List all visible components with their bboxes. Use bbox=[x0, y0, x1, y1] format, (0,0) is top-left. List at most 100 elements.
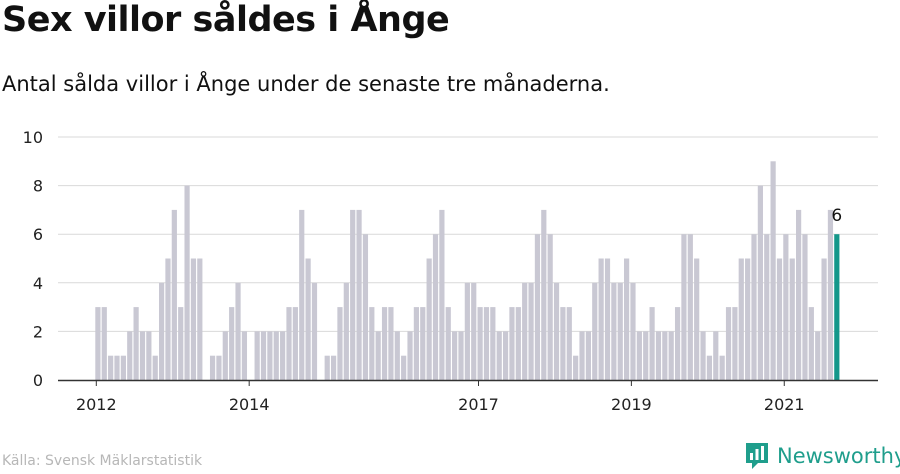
bar bbox=[534, 234, 541, 380]
bar bbox=[413, 307, 419, 380]
bar bbox=[375, 331, 381, 380]
bar bbox=[738, 258, 744, 380]
bar bbox=[273, 331, 279, 380]
x-tick-label: 2014 bbox=[229, 395, 270, 414]
bar bbox=[311, 282, 318, 380]
bar bbox=[241, 331, 248, 380]
bar bbox=[356, 209, 362, 380]
bar bbox=[713, 331, 719, 380]
bar bbox=[592, 282, 598, 380]
bar bbox=[165, 258, 171, 380]
bar bbox=[636, 331, 642, 380]
bar bbox=[101, 307, 107, 380]
x-tick-label: 2017 bbox=[458, 395, 499, 414]
bar bbox=[159, 282, 165, 380]
bar bbox=[381, 307, 388, 380]
bar bbox=[229, 307, 235, 380]
bar bbox=[547, 234, 553, 380]
bar bbox=[598, 258, 604, 380]
bar bbox=[681, 234, 687, 380]
bar bbox=[643, 331, 649, 380]
bar bbox=[528, 282, 534, 380]
y-tick-label: 8 bbox=[33, 177, 43, 196]
bar bbox=[764, 234, 770, 380]
bar bbox=[687, 234, 693, 380]
bar bbox=[611, 282, 617, 380]
bar bbox=[407, 331, 413, 380]
bar bbox=[120, 355, 126, 380]
bar bbox=[802, 234, 808, 380]
bar bbox=[579, 331, 585, 380]
bar bbox=[751, 234, 757, 380]
bar bbox=[573, 355, 579, 380]
bar bbox=[617, 282, 623, 380]
bar bbox=[420, 307, 426, 380]
bar bbox=[464, 282, 470, 380]
bar bbox=[827, 209, 834, 380]
bars bbox=[95, 161, 840, 380]
x-tick-label: 2019 bbox=[611, 395, 652, 414]
bar bbox=[139, 331, 146, 380]
bar bbox=[178, 307, 184, 380]
bar bbox=[662, 331, 668, 380]
bar bbox=[235, 282, 241, 380]
bar bbox=[388, 307, 394, 380]
bar bbox=[343, 282, 349, 380]
bar bbox=[394, 331, 400, 380]
bar bbox=[745, 258, 751, 380]
bar bbox=[184, 185, 190, 380]
bar bbox=[560, 307, 566, 380]
bar bbox=[585, 331, 591, 380]
bar bbox=[496, 331, 502, 380]
bar bbox=[362, 234, 369, 380]
y-tick-label: 10 bbox=[23, 128, 43, 147]
bar bbox=[216, 355, 222, 380]
bar bbox=[254, 331, 260, 380]
bar bbox=[477, 307, 483, 380]
bar bbox=[452, 331, 458, 380]
bar bbox=[770, 161, 776, 380]
x-axis-ticks: 2012 2014 2017 2019 2021 bbox=[76, 380, 805, 414]
bar bbox=[821, 258, 827, 380]
bar bbox=[624, 258, 630, 380]
highlight-value-label: 6 bbox=[831, 206, 842, 226]
bar bbox=[299, 209, 305, 380]
bar bbox=[796, 209, 802, 380]
bar bbox=[209, 355, 216, 380]
bar bbox=[725, 307, 732, 380]
bar bbox=[604, 258, 611, 380]
bar bbox=[674, 307, 681, 380]
bar bbox=[694, 258, 700, 380]
bar bbox=[490, 307, 496, 380]
bar bbox=[280, 331, 286, 380]
bar bbox=[146, 331, 152, 380]
bar bbox=[732, 307, 738, 380]
bar bbox=[426, 258, 432, 380]
bar bbox=[700, 331, 706, 380]
bar bbox=[483, 307, 490, 380]
bar bbox=[190, 258, 197, 380]
newsworthy-logo-icon bbox=[746, 443, 768, 469]
y-tick-label: 0 bbox=[33, 371, 43, 390]
bar bbox=[267, 331, 273, 380]
x-tick-label: 2012 bbox=[76, 395, 117, 414]
bar bbox=[197, 258, 203, 380]
bar bbox=[776, 258, 783, 380]
bar bbox=[668, 331, 674, 380]
data-labels: 6 bbox=[831, 206, 842, 226]
brand-logo[interactable]: Newsworthy bbox=[744, 441, 900, 471]
bar bbox=[757, 185, 763, 380]
bar bbox=[649, 307, 655, 380]
bar bbox=[369, 307, 375, 380]
y-tick-label: 2 bbox=[33, 322, 43, 341]
bar bbox=[502, 331, 509, 380]
bar bbox=[706, 355, 713, 380]
highlight-bar bbox=[834, 234, 840, 380]
bar bbox=[471, 282, 477, 380]
bar bbox=[292, 307, 298, 380]
bar bbox=[522, 282, 528, 380]
bar bbox=[808, 307, 814, 380]
bar bbox=[630, 282, 636, 380]
bar bbox=[171, 209, 177, 380]
